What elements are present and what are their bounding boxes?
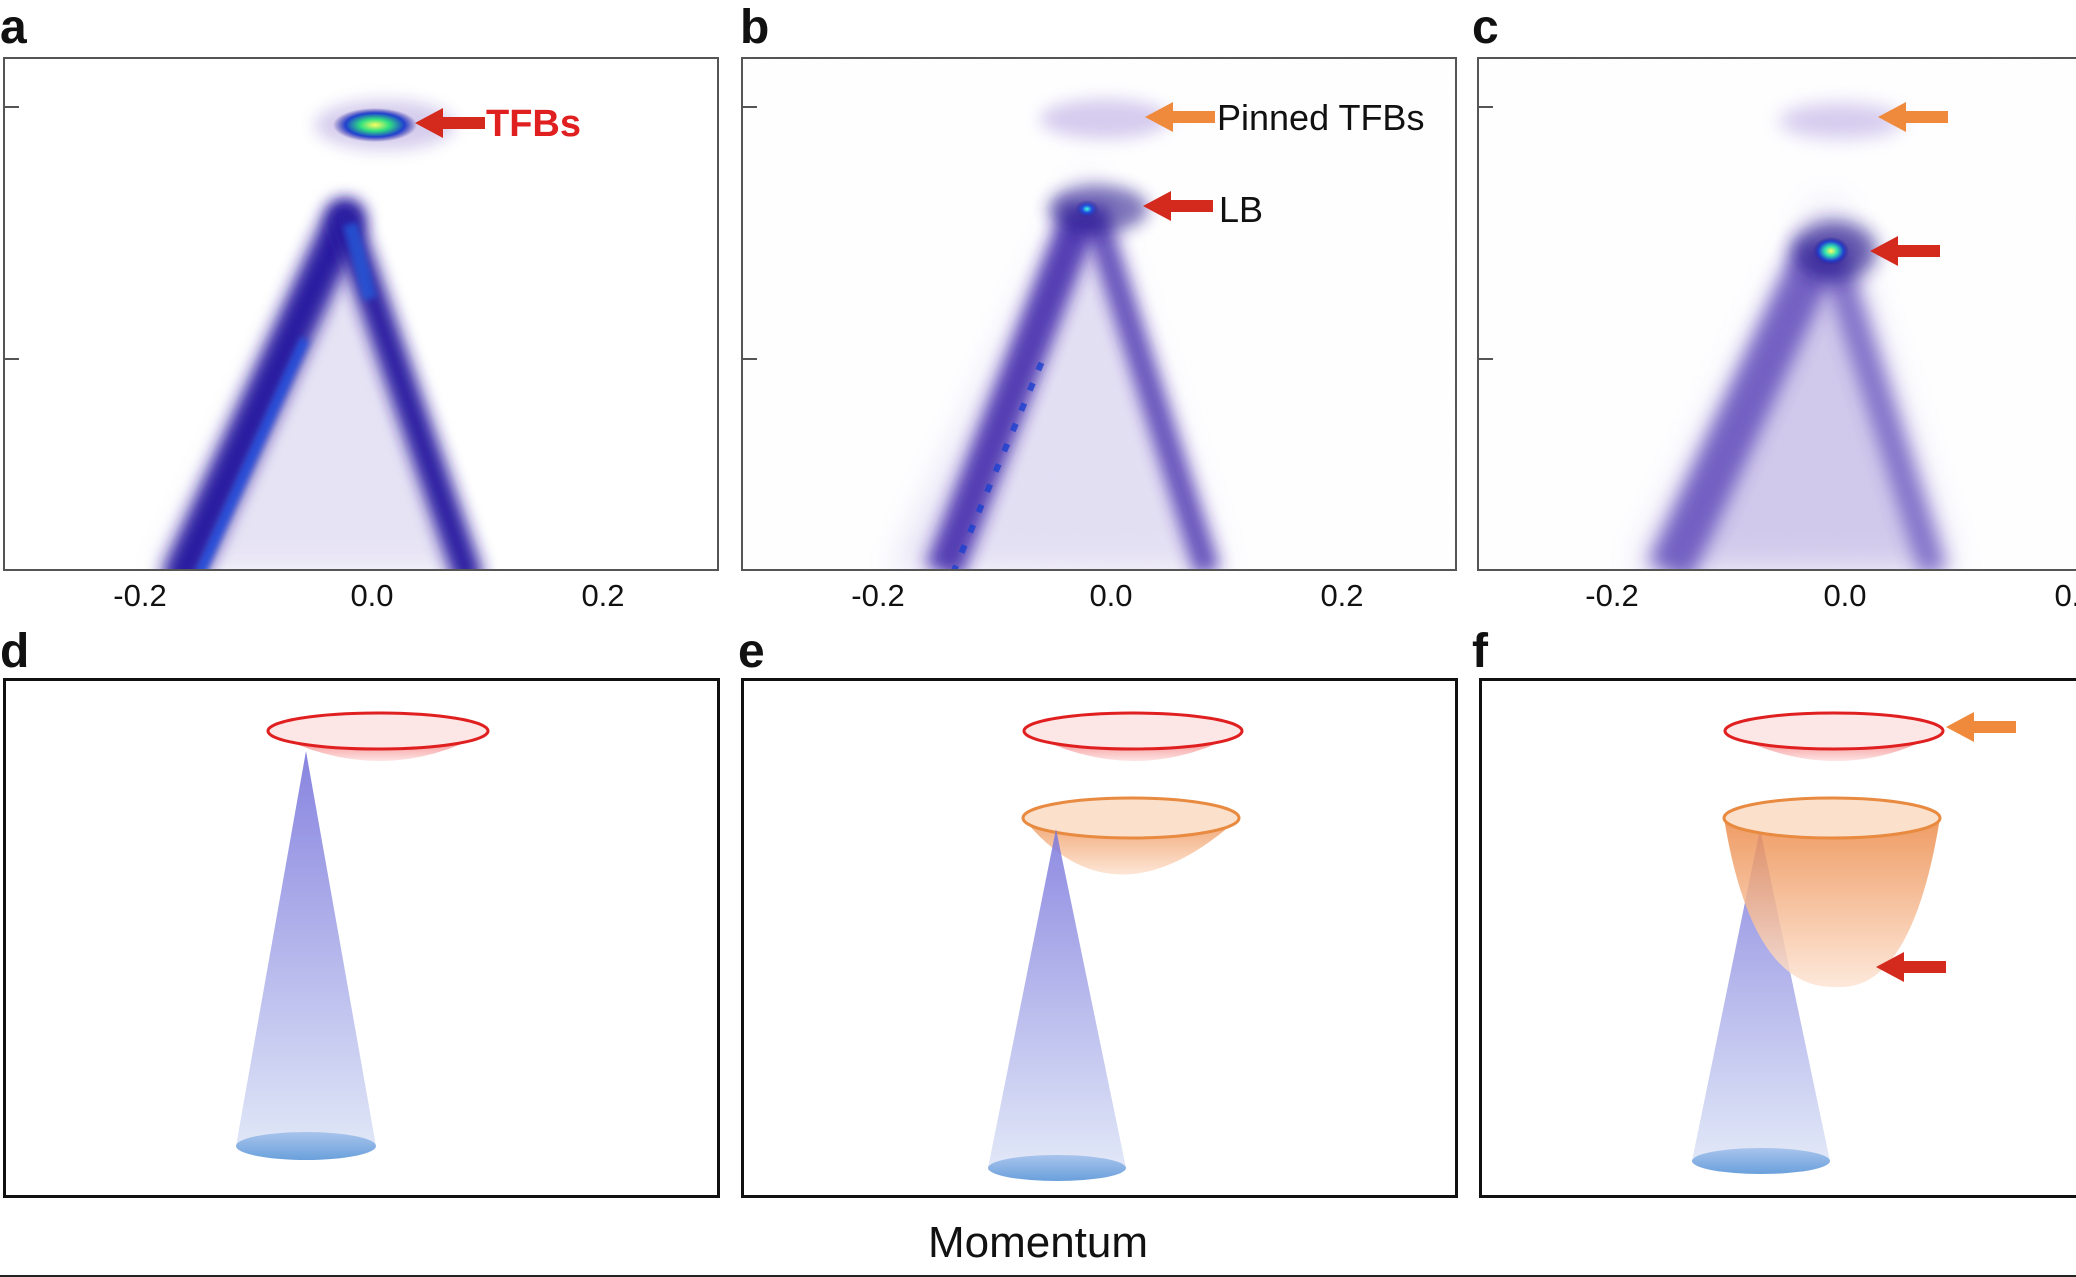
lb-arrow-c-icon bbox=[1870, 236, 1940, 266]
schematic-d bbox=[236, 711, 490, 1160]
xtick-c-0: 0.0 bbox=[1823, 578, 1867, 613]
landau-band-top-f bbox=[1722, 796, 1942, 840]
landau-band-bowl-f bbox=[1724, 818, 1940, 988]
xtick-a-02: 0.2 bbox=[581, 578, 625, 613]
pinned-tfbs-arrow-icon bbox=[1145, 102, 1215, 132]
right-branch-c bbox=[1817, 244, 1948, 569]
flat-band-top-f bbox=[1723, 711, 1945, 751]
lb-label: LB bbox=[1219, 189, 1264, 230]
panel-label-e: e bbox=[738, 625, 765, 678]
tfbs-arrow-icon bbox=[415, 108, 485, 138]
spectrum-c-plot bbox=[1479, 59, 2076, 569]
schematic-panel-d bbox=[3, 678, 720, 1198]
ytick-c-1 bbox=[1479, 106, 1493, 108]
top-band-a bbox=[343, 222, 377, 301]
xtick-a-0: 0.0 bbox=[350, 578, 394, 613]
pinned-tfbs-arrow-f-icon bbox=[1946, 712, 2016, 742]
left-branch-a bbox=[163, 199, 365, 569]
pinned-tfbs-arrow-c-icon bbox=[1878, 102, 1948, 132]
flat-band-top-d bbox=[266, 711, 490, 751]
lb-hotspot-b bbox=[1075, 200, 1099, 218]
pinned-tfb-haze-c bbox=[1779, 103, 1903, 139]
xtick-c-neg02: -0.2 bbox=[1585, 578, 1639, 613]
lb-arrow-f-icon bbox=[1876, 952, 1946, 982]
xtick-b-0: 0.0 bbox=[1089, 578, 1133, 613]
pinned-tfb-haze-b bbox=[1040, 99, 1170, 139]
x-axis-label: Momentum bbox=[927, 1218, 1149, 1267]
bottom-rule bbox=[0, 1275, 2076, 1277]
spectrum-panel-b bbox=[741, 57, 1457, 571]
cone-base-d bbox=[236, 1132, 376, 1160]
xtick-b-neg02: -0.2 bbox=[851, 578, 905, 613]
left-branch-core-b bbox=[951, 357, 1046, 569]
lb-hotspot-c bbox=[1813, 237, 1849, 265]
spectrum-a-plot bbox=[157, 100, 482, 569]
schematic-e bbox=[988, 711, 1244, 1181]
tfbs-label: TFBs bbox=[486, 103, 581, 145]
schematic-f bbox=[1692, 711, 1945, 1174]
pinned-tfbs-label: Pinned TFBs bbox=[1217, 97, 1425, 138]
left-branch-b bbox=[925, 202, 1101, 569]
lb-arrow-icon bbox=[1143, 191, 1213, 221]
schematic-panel-f bbox=[1479, 678, 2076, 1198]
panel-label-b: b bbox=[740, 1, 770, 54]
schematic-panel-e bbox=[741, 678, 1458, 1198]
panel-label-a: a bbox=[0, 1, 27, 54]
ytick-a-2 bbox=[5, 358, 19, 360]
ytick-b-2 bbox=[743, 358, 757, 360]
left-branch-core-a bbox=[196, 336, 310, 569]
ytick-c-2 bbox=[1479, 358, 1493, 360]
flat-band-top-e bbox=[1022, 711, 1244, 751]
landau-band-top-e bbox=[1021, 796, 1241, 840]
cone-base-e bbox=[988, 1155, 1126, 1181]
panel-label-d: d bbox=[0, 625, 30, 678]
spectrum-b-plot bbox=[743, 59, 1455, 569]
cone-base-f bbox=[1692, 1148, 1830, 1174]
ytick-a-1 bbox=[5, 106, 19, 108]
left-branch-c bbox=[1648, 239, 1840, 569]
xtick-c-02: 0.2 bbox=[2054, 578, 2076, 613]
xtick-a-neg02: -0.2 bbox=[113, 578, 167, 613]
tfb-hotspot-a bbox=[333, 108, 417, 142]
spectrum-panel-a bbox=[3, 57, 719, 571]
dirac-cone-d bbox=[236, 751, 376, 1146]
dirac-cone-e bbox=[988, 829, 1126, 1168]
dirac-cone-f bbox=[1692, 829, 1830, 1161]
right-branch-b bbox=[1080, 205, 1221, 569]
xtick-b-02: 0.2 bbox=[1320, 578, 1364, 613]
panel-label-c: c bbox=[1472, 1, 1499, 54]
panel-label-f: f bbox=[1472, 625, 1488, 678]
spectrum-panel-c bbox=[1477, 57, 2076, 571]
ytick-b-1 bbox=[743, 106, 757, 108]
